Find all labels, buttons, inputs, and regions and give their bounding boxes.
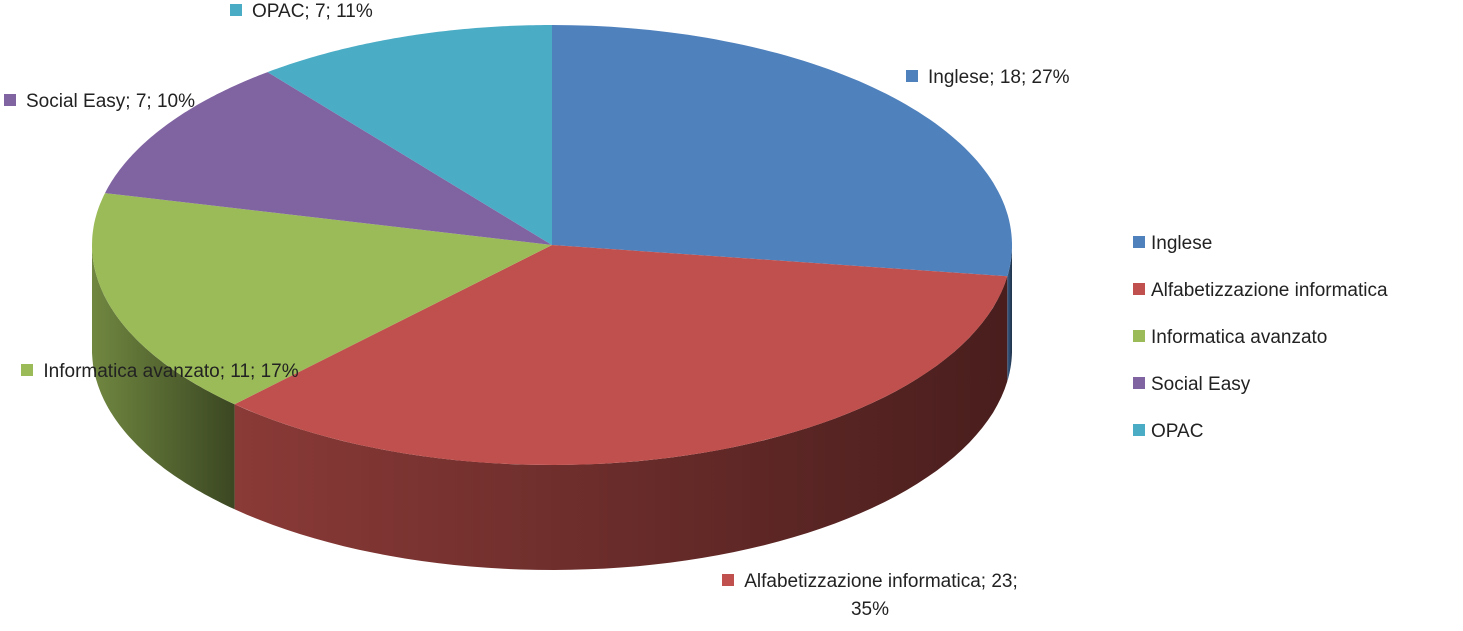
legend-entry: OPAC	[1133, 418, 1203, 446]
legend-marker	[1133, 236, 1145, 248]
data-label: Informatica avanzato; 11; 17%	[0, 358, 320, 386]
slice	[92, 193, 552, 405]
label-marker	[4, 94, 16, 106]
legend-entry: Social Easy	[1133, 371, 1250, 399]
legend-label: Inglese	[1151, 233, 1213, 254]
slice	[552, 25, 1012, 277]
legend-label: Social Easy	[1151, 374, 1251, 395]
legend-label: Informatica avanzato	[1151, 327, 1328, 348]
legend-entry: Inglese	[1133, 230, 1212, 258]
legend-label: OPAC	[1151, 421, 1204, 442]
data-label-text: Social Easy; 7; 10%	[26, 91, 195, 112]
data-label: Inglese; 18; 27%	[906, 64, 1206, 92]
data-label-text: OPAC; 7; 11%	[252, 1, 373, 22]
data-label-text: Inglese; 18; 27%	[928, 67, 1070, 88]
slice	[234, 245, 1008, 465]
data-label: Social Easy; 7; 10%	[4, 88, 304, 116]
slice-side	[92, 245, 235, 510]
slice	[267, 25, 552, 245]
data-label-text: Informatica avanzato; 11; 17%	[43, 361, 299, 382]
slice	[105, 72, 552, 245]
label-marker	[230, 4, 242, 16]
legend-entry: Informatica avanzato	[1133, 324, 1327, 352]
legend-marker	[1133, 330, 1145, 342]
legend-marker	[1133, 283, 1145, 295]
slice-side	[1007, 245, 1012, 382]
slice-side	[234, 276, 1008, 570]
legend-label: Alfabetizzazione informatica	[1151, 280, 1388, 301]
label-marker	[722, 574, 735, 586]
label-marker	[906, 70, 918, 82]
data-label-text: Alfabetizzazione informatica; 23; 35%	[744, 571, 1018, 620]
legend-marker	[1133, 424, 1145, 436]
data-label: OPAC; 7; 11%	[230, 0, 530, 26]
legend-entry: Alfabetizzazione informatica	[1133, 277, 1388, 305]
legend-marker	[1133, 377, 1145, 389]
data-label: Alfabetizzazione informatica; 23; 35%	[720, 568, 1020, 624]
label-marker	[21, 364, 34, 376]
